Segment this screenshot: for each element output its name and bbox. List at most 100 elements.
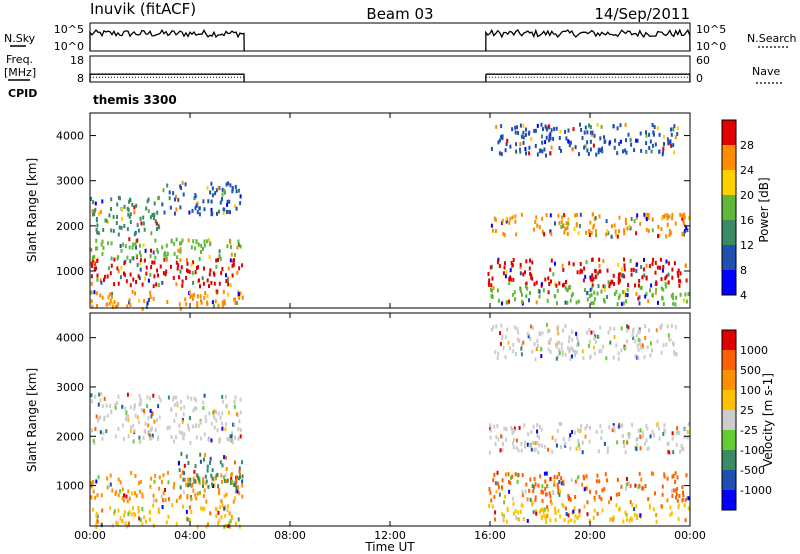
heatmap-cell [659, 257, 662, 262]
heatmap-cell [514, 219, 517, 224]
heatmap-cell [220, 421, 223, 426]
heatmap-cell [211, 482, 214, 487]
heatmap-cell [182, 504, 184, 509]
heatmap-cell [682, 221, 685, 226]
heatmap-cell [123, 493, 125, 498]
heatmap-cell [120, 225, 123, 230]
heatmap-cell [193, 196, 196, 201]
heatmap-cell [556, 428, 559, 433]
heatmap-cell [96, 259, 99, 263]
heatmap-cell [220, 473, 223, 478]
heatmap-cell [535, 509, 537, 514]
heatmap-cell [589, 130, 592, 135]
heatmap-cell [682, 493, 685, 498]
heatmap-cell [602, 259, 605, 264]
heatmap-cell [201, 506, 204, 511]
heatmap-cell [141, 507, 144, 511]
heatmap-cell [211, 468, 214, 473]
heatmap-cell [231, 516, 234, 521]
heatmap-cell [490, 294, 493, 299]
heatmap-cell [181, 180, 184, 185]
heatmap-cell [525, 151, 527, 156]
heatmap-cell [599, 424, 602, 429]
heatmap-cell [188, 290, 191, 295]
heatmap-cell [618, 492, 621, 497]
heatmap-cell [195, 496, 198, 501]
heatmap-cell [549, 476, 552, 481]
heatmap-cell [94, 246, 97, 251]
heatmap-cell [606, 268, 609, 273]
heatmap-cell [616, 151, 619, 156]
heatmap-cell [643, 355, 646, 360]
colorbar-swatch [722, 195, 736, 221]
heatmap-cell [111, 291, 114, 296]
heatmap-cell [538, 435, 540, 440]
heatmap-cell [92, 480, 95, 484]
heatmap-cell [211, 186, 214, 191]
heatmap-cell [540, 282, 543, 287]
heatmap-cell [609, 281, 612, 286]
heatmap-cell [167, 480, 170, 485]
heatmap-cell [92, 507, 95, 512]
heatmap-cell [569, 497, 572, 502]
heatmap-cell [216, 289, 219, 294]
heatmap-cell [91, 399, 94, 404]
heatmap-cell [156, 268, 159, 273]
heatmap-cell [179, 306, 182, 311]
heatmap-cell [556, 341, 559, 346]
heatmap-cell [107, 241, 110, 246]
heatmap-cell [224, 455, 227, 460]
heatmap-cell [161, 480, 163, 485]
heatmap-cell [614, 229, 617, 234]
heatmap-cell [111, 302, 114, 307]
y-tick-label: 4000 [56, 130, 84, 143]
heatmap-cell [592, 143, 595, 148]
heatmap-cell [150, 411, 153, 415]
heatmap-cell [567, 346, 569, 351]
heatmap-cell [608, 425, 611, 430]
heatmap-cell [204, 414, 207, 419]
heatmap-cell [633, 512, 636, 517]
heatmap-cell [183, 463, 186, 468]
heatmap-cell [598, 214, 601, 219]
beam-title: Beam 03 [366, 5, 433, 23]
heatmap-cell [170, 407, 173, 412]
colorbar-swatch [722, 490, 736, 511]
heatmap-cell [202, 281, 205, 286]
heatmap-cell [613, 223, 616, 228]
heatmap-cell [617, 351, 620, 356]
heatmap-cell [539, 474, 542, 479]
heatmap-cell [166, 251, 169, 256]
heatmap-cell [153, 201, 156, 206]
heatmap-cell [225, 479, 228, 484]
heatmap-cell [128, 496, 131, 501]
heatmap-cell [117, 508, 120, 513]
heatmap-cell [149, 484, 152, 489]
heatmap-cell [175, 435, 178, 440]
heatmap-cell [202, 494, 205, 499]
heatmap-cell [678, 431, 681, 435]
heatmap-cell [600, 429, 603, 434]
heatmap-cell [654, 290, 657, 295]
heatmap-cell [139, 479, 142, 484]
heatmap-cell [626, 477, 628, 481]
heatmap-cell [625, 482, 628, 487]
heatmap-cell [212, 304, 215, 309]
heatmap-cell [235, 189, 238, 194]
heatmap-cell [608, 140, 611, 145]
heatmap-cell [112, 228, 115, 233]
heatmap-cell [535, 280, 538, 285]
heatmap-cell [236, 270, 239, 275]
heatmap-cell [221, 426, 224, 431]
heatmap-cell [576, 343, 579, 348]
heatmap-cell [123, 437, 125, 441]
heatmap-cell [153, 274, 156, 279]
heatmap-cell [587, 152, 590, 156]
heatmap-cell [203, 432, 206, 437]
heatmap-cell [575, 350, 578, 355]
heatmap-cell [533, 485, 535, 490]
heatmap-cell [571, 292, 574, 296]
heatmap-cell [651, 123, 654, 127]
heatmap-cell [558, 472, 561, 477]
heatmap-cell [90, 196, 93, 201]
